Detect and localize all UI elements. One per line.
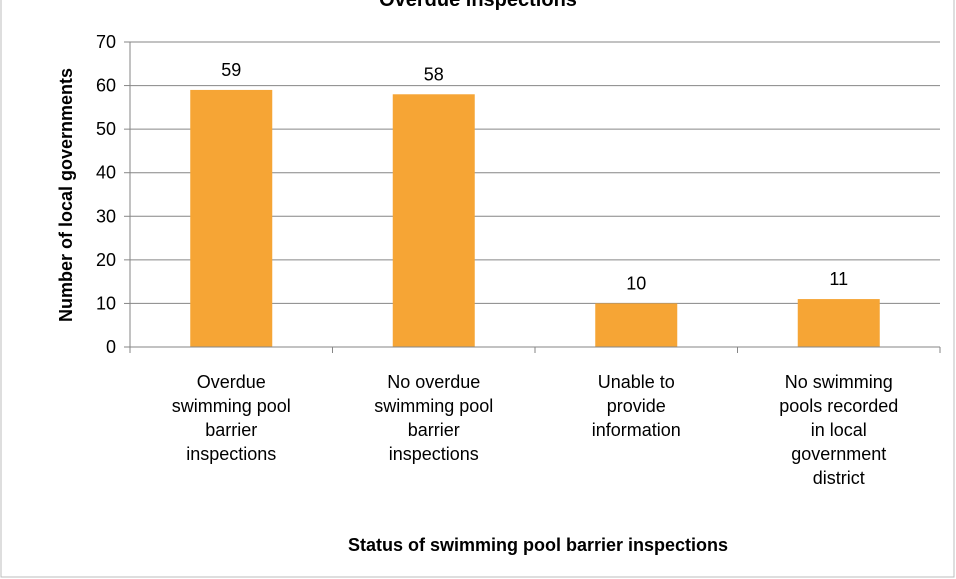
y-tick-label: 50 [96, 119, 116, 139]
x-tick-label: No swimming pools recorded in local governm… [779, 372, 898, 488]
y-tick-label: 60 [96, 76, 116, 96]
x-tick-label: Unable to provide information [592, 372, 681, 440]
bar [392, 94, 475, 348]
y-tick-label: 30 [96, 206, 116, 226]
y-tick-label: 70 [96, 32, 116, 52]
bar [595, 303, 678, 347]
data-label: 11 [829, 269, 848, 289]
x-axis-title: Status of swimming pool barrier inspecti… [348, 535, 728, 555]
y-tick-label: 40 [96, 163, 116, 183]
data-label: 58 [424, 64, 444, 84]
data-label: 59 [221, 60, 241, 80]
y-axis-title: Number of local governments [56, 68, 76, 322]
bar [190, 89, 273, 347]
x-tick-label: No overdue swimming pool barrier inspection… [374, 372, 493, 464]
data-label: 10 [626, 273, 646, 293]
y-tick-label: 0 [106, 337, 116, 357]
y-tick-label: 20 [96, 250, 116, 270]
chart-title: Overdue inspections [379, 0, 577, 11]
bar [797, 299, 880, 347]
x-tick-label: Overdue swimming pool barrier inspections [172, 372, 291, 464]
y-tick-label: 10 [96, 293, 116, 313]
